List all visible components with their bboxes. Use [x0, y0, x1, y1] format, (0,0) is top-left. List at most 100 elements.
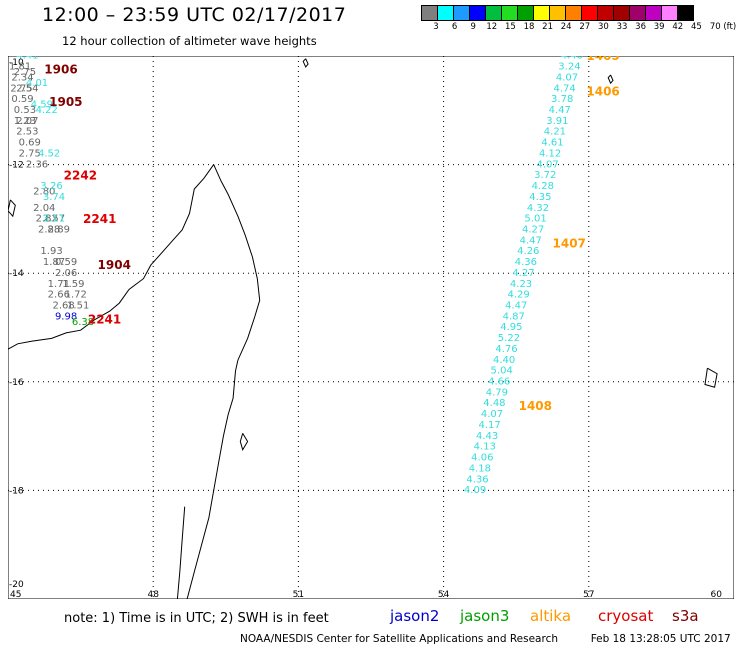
wave-height-value: 3.78	[551, 94, 573, 105]
colorbar-swatch	[565, 5, 582, 21]
wave-height-value: 4.06	[471, 453, 493, 464]
colorbar-swatch	[677, 5, 694, 21]
wave-height-value: 2.80	[33, 186, 55, 197]
wave-height-value: 4.07	[481, 409, 503, 420]
wave-height-value: 1.23	[14, 116, 36, 127]
wave-height-value: 9.98	[55, 311, 77, 322]
colorbar-swatch	[501, 5, 518, 21]
wave-height-value: 0.59	[11, 94, 33, 105]
wave-height-value: 3.74	[43, 192, 65, 203]
madagascar-east-coast	[186, 164, 261, 599]
wave-height-value: 1.93	[40, 246, 62, 257]
units-note: note: 1) Time is in UTC; 2) SWH is in fe…	[64, 611, 329, 626]
wave-height-value: 4.07	[537, 159, 559, 170]
wave-height-value: 4.48	[561, 56, 583, 62]
colorbar-label: 33	[616, 22, 628, 32]
colorbar-label: 45	[690, 22, 702, 32]
wave-height-value: 4.01	[26, 78, 48, 89]
colorbar-swatch	[453, 5, 470, 21]
wave-height-value: 4.27	[522, 224, 544, 235]
lat-tick-label: -16	[9, 378, 24, 388]
colorbar-label: 42	[672, 22, 684, 32]
pass-time-label: 1408	[519, 399, 552, 413]
wave-height-value: 4.95	[500, 322, 522, 333]
wave-height-value: 2.68	[53, 300, 75, 311]
colorbar-label: 18	[523, 22, 535, 32]
pass-time-label: 1904	[98, 258, 131, 272]
wave-height-value: 2.07	[16, 116, 38, 127]
wave-height-value: 4.13	[474, 442, 496, 453]
wave-height-value: 3.26	[40, 181, 62, 192]
lon-tick-label: 54	[438, 590, 450, 599]
lon-tick-label: 51	[293, 590, 304, 599]
map-title: 12:00 – 23:59 UTC 02/17/2017	[42, 4, 347, 26]
wave-height-value: 2.57	[43, 214, 65, 225]
pass-time-label: 2241	[88, 312, 121, 326]
colorbar-swatch	[645, 5, 662, 21]
wave-height-value: 1.51	[67, 300, 89, 311]
wave-height-value: 2.75	[10, 83, 32, 94]
gridlines	[8, 56, 734, 599]
colorbar-swatch	[581, 5, 598, 21]
madagascar-north-coast	[8, 164, 215, 350]
map-subtitle: 12 hour collection of altimeter wave hei…	[62, 34, 317, 48]
colorbar-swatch	[629, 5, 646, 21]
lat-tick-label: -12	[9, 161, 24, 171]
wave-height-value: 4.36	[515, 257, 537, 268]
satellite-tracks: 4.483.244.074.743.784.473.914.214.614.12…	[9, 56, 583, 496]
wave-height-value: 2.53	[16, 127, 38, 138]
wave-height-value: 4.17	[478, 420, 500, 431]
wave-height-value: 4.76	[495, 344, 517, 355]
colorbar-swatch	[469, 5, 486, 21]
wave-height-value: 4.28	[532, 181, 554, 192]
wave-height-value: 4.29	[507, 290, 529, 301]
wave-height-value: 2.04	[33, 203, 55, 214]
pass-time-label: 1407	[553, 236, 586, 250]
wave-height-value: 3.11	[43, 214, 65, 225]
colorbar-label: 27	[579, 22, 591, 32]
wave-height-value: 4.48	[483, 398, 505, 409]
madagascar-inland-line	[176, 506, 186, 599]
wave-height-value: 4.41	[16, 56, 38, 62]
wave-height-value: 2.36	[26, 159, 48, 170]
wave-height-value: 4.43	[476, 431, 498, 442]
wave-height-value: 3.72	[534, 170, 556, 181]
legend-altika: altika	[530, 607, 572, 625]
lon-tick-label: 57	[583, 590, 594, 599]
wave-height-value: 4.36	[466, 474, 488, 485]
lat-tick-label: -14	[9, 269, 24, 279]
wave-height-value: 4.79	[486, 387, 508, 398]
footer: NOAA/NESDIS Center for Satellite Applica…	[240, 633, 731, 645]
wave-height-value: 4.66	[488, 377, 510, 388]
wave-height-value: 4.32	[527, 203, 549, 214]
wave-height-colorbar	[421, 5, 694, 21]
wave-height-value: 2.89	[48, 224, 70, 235]
wave-height-value: 3.91	[546, 116, 568, 127]
wave-height-value: 4.40	[493, 355, 515, 366]
wave-height-value: 1.81	[9, 62, 31, 73]
small-island	[302, 58, 309, 68]
wave-height-value: 2.66	[48, 290, 70, 301]
colorbar-label: 12	[486, 22, 498, 32]
colorbar-swatch	[437, 5, 454, 21]
footer-timestamp: Feb 18 13:28:05 UTC 2017	[590, 633, 731, 645]
wave-height-value: 2.88	[38, 224, 60, 235]
colorbar-label: 39	[653, 22, 665, 32]
legend-s3a: s3a	[672, 607, 699, 625]
wave-height-value: 2.82	[36, 214, 58, 225]
colorbar-label: 36	[635, 22, 647, 32]
pass-time-label: 1405	[586, 56, 619, 63]
small-island	[607, 74, 614, 85]
wave-height-value: 4.59	[31, 100, 53, 111]
time-labels: 1405 1406 1407 1408 1906 1905 2242 2241 1904 2241	[44, 56, 619, 413]
wave-height-value: 4.09	[464, 485, 486, 496]
wave-height-value: 0.53	[14, 105, 36, 116]
wave-height-value: 4.22	[36, 105, 58, 116]
legend-cryosat: cryosat	[598, 607, 654, 625]
wave-height-value: 2.75	[14, 67, 36, 78]
colorbar-label: 9	[470, 22, 476, 32]
colorbar-label: 15	[504, 22, 516, 32]
map-frame	[8, 56, 734, 599]
wave-height-value: 5.01	[524, 214, 546, 225]
pass-time-label: 1906	[44, 63, 77, 77]
